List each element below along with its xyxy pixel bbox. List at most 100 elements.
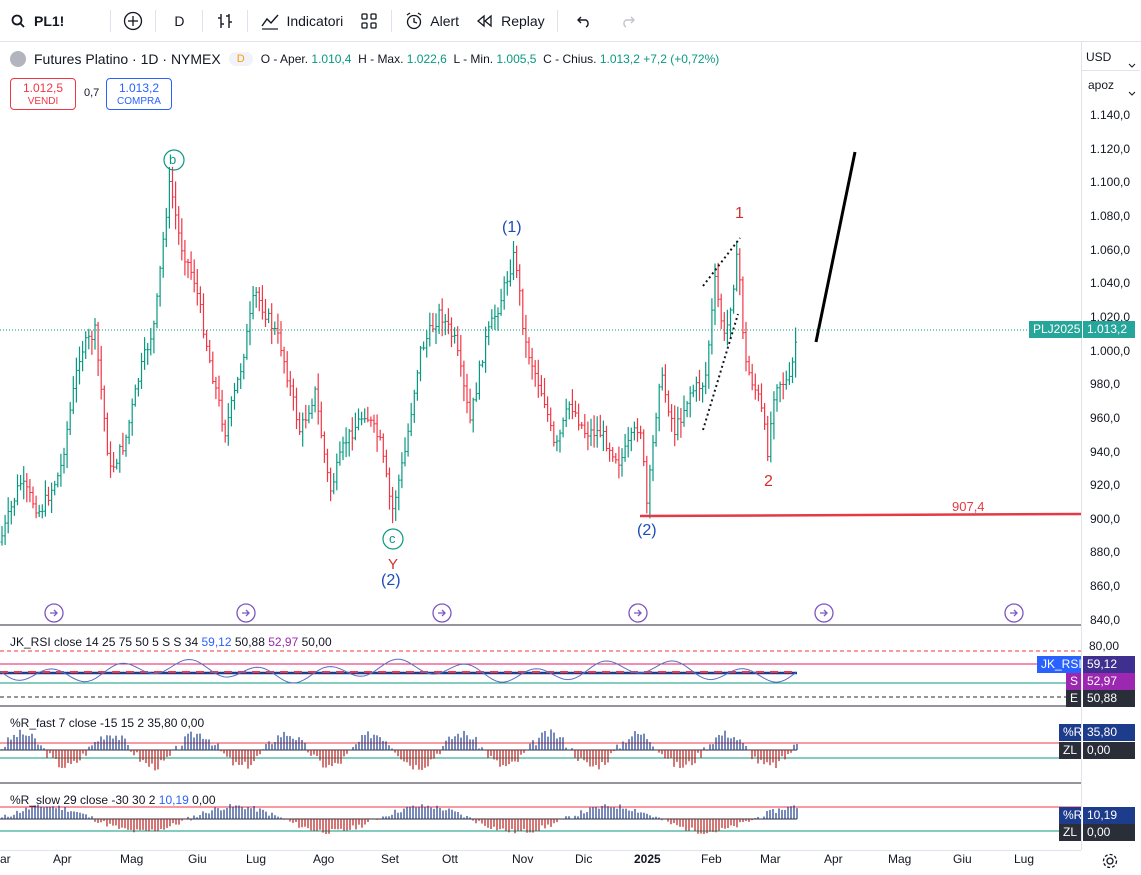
time-tick-label: Mar	[760, 852, 781, 866]
close-value: 1.013,2	[599, 52, 640, 66]
unit-label[interactable]: apoz	[1088, 78, 1115, 92]
alarm-clock-icon	[404, 11, 424, 31]
wave-dotted-line-top[interactable]	[702, 237, 741, 287]
rfast-tag1-label: %R	[1059, 724, 1082, 741]
buy-price: 1.013,2	[118, 81, 160, 95]
redo-icon	[618, 11, 638, 31]
open-value: 1.010,4	[311, 52, 352, 66]
grid-icon	[359, 11, 379, 31]
grid	[44, 603, 1024, 623]
rslow-params: %R_slow 29 close -30 30 2	[10, 793, 156, 807]
session-marker-icon[interactable]	[44, 603, 64, 623]
price-tick-label: 840,0	[1090, 612, 1121, 627]
alert-button[interactable]: Alert	[396, 0, 467, 42]
time-tick-label: Nov	[512, 852, 534, 866]
session-marker-icon[interactable]	[814, 603, 834, 623]
session-marker-icon[interactable]	[628, 603, 648, 623]
series-title[interactable]: Futures Platino · 1D · NYMEX	[34, 51, 221, 67]
rfast-params: %R_fast 7 close -15 15 2	[10, 716, 145, 730]
bar-chart-icon	[215, 11, 235, 31]
close-label: C - Chius.	[543, 52, 597, 66]
time-tick-label: ar	[0, 852, 11, 866]
separator	[556, 9, 558, 32]
rfast-tag2-value: 0,00	[1083, 742, 1135, 759]
undo-icon	[574, 11, 594, 31]
wave-label-Y: Y	[388, 556, 399, 573]
time-tick-label: Ott	[442, 852, 459, 866]
wave-dotted-line-up[interactable]	[702, 313, 739, 431]
price-bars	[0, 166, 798, 546]
wave-label-c: c	[389, 531, 396, 546]
time-tick-label: Giu	[953, 852, 972, 866]
time-tick-label: Giu	[188, 852, 207, 866]
separator	[110, 9, 112, 32]
buy-label: COMPRA	[117, 96, 161, 107]
compare-button[interactable]	[115, 0, 151, 42]
rsi-v3: 52,97	[268, 635, 299, 649]
ohlc-values: O - Aper. 1.010,4 H - Max. 1.022,6 L - M…	[261, 52, 720, 66]
chart-canvas[interactable]	[0, 42, 1081, 850]
time-tick-label: Apr	[824, 852, 843, 866]
rslow-tag2-value: 0,00	[1083, 824, 1135, 841]
indicators-button[interactable]: Indicatori	[252, 0, 351, 42]
layouts-button[interactable]	[351, 0, 387, 42]
redo-button[interactable]	[606, 0, 650, 42]
session-marker-icon[interactable]	[432, 603, 452, 623]
session-marker-icon[interactable]	[1004, 603, 1024, 623]
currency-label[interactable]: USD	[1086, 50, 1112, 64]
wave-b-circle	[163, 149, 185, 171]
sell-button[interactable]: 1.012,5 VENDI	[10, 78, 76, 110]
price-tick-label: 1.100,0	[1090, 175, 1131, 190]
low-value: 1.005,5	[496, 52, 537, 66]
rsi-v4: 50,00	[301, 635, 332, 649]
price-tick-label: 960,0	[1090, 410, 1121, 425]
search-icon	[8, 11, 28, 31]
rsi-tag-value: 59,12	[1083, 656, 1135, 673]
arrow-right-icon	[1010, 609, 1018, 617]
change-value: +7,2 (+0,72%)	[643, 52, 720, 66]
time-tick-label: Set	[381, 852, 400, 866]
price-tick-label: 1.060,0	[1090, 242, 1131, 257]
interval-button[interactable]: D	[160, 0, 198, 42]
symbol-label: PL1!	[34, 12, 65, 29]
rslow-tag2-label: ZL	[1059, 824, 1081, 841]
rfast-title: %R_fast 7 close -15 15 2 35,80 0,00	[10, 716, 204, 730]
rslow-title: %R_slow 29 close -30 30 2 10,19 0,00	[10, 793, 216, 807]
rslow-tag1-value: 10,19	[1083, 807, 1135, 824]
indicators-label: Indicatori	[286, 12, 344, 29]
rfast-tag2-label: ZL	[1059, 742, 1081, 759]
time-tick-label: Lug	[1014, 852, 1035, 866]
add-symbol-icon	[123, 11, 143, 31]
symbol-search[interactable]: PL1!	[0, 0, 72, 42]
rsi-line	[0, 658, 797, 684]
session-marker-icon[interactable]	[236, 603, 256, 623]
support-level-line[interactable]	[639, 512, 1081, 518]
arrow-right-icon	[50, 609, 58, 617]
rsi-s-label: S	[1066, 673, 1081, 690]
rfast-tag1-value: 35,80	[1083, 724, 1135, 741]
projection-line[interactable]	[814, 151, 857, 343]
top-toolbar: PL1! D Indicatori	[0, 0, 1141, 42]
rsi-v1: 59,12	[201, 635, 232, 649]
separator	[202, 9, 204, 32]
price-axis[interactable]: USD apoz 1.140,0 1.120,0 1.100,0 1.080,0 1.0…	[1081, 42, 1141, 850]
spread-value: 0,7	[84, 87, 100, 99]
wave-label-r1: 1	[735, 205, 744, 222]
rsi-e-label: E	[1066, 690, 1081, 707]
time-tick-label: Apr	[53, 852, 72, 866]
time-tick-label: Mag	[888, 852, 912, 866]
rewind-icon	[475, 11, 495, 31]
time-axis[interactable]	[0, 850, 1081, 875]
settings-gear-icon[interactable]	[1101, 852, 1119, 875]
replay-button[interactable]: Replay	[467, 0, 553, 42]
price-tick-label: 1.000,0	[1090, 343, 1131, 358]
price-tick-label: 900,0	[1090, 511, 1121, 526]
undo-button[interactable]	[562, 0, 606, 42]
sell-price: 1.012,5	[22, 81, 64, 95]
delay-badge[interactable]: D	[228, 52, 253, 66]
chart-type-button[interactable]	[207, 0, 243, 42]
price-tick-label: 980,0	[1090, 377, 1121, 392]
rsi-params: JK_RSI close 14 25 75 50 5 S S 34	[10, 635, 199, 649]
buy-button[interactable]: 1.013,2 COMPRA	[106, 78, 172, 110]
wave-label-2a: (2)	[381, 572, 401, 589]
